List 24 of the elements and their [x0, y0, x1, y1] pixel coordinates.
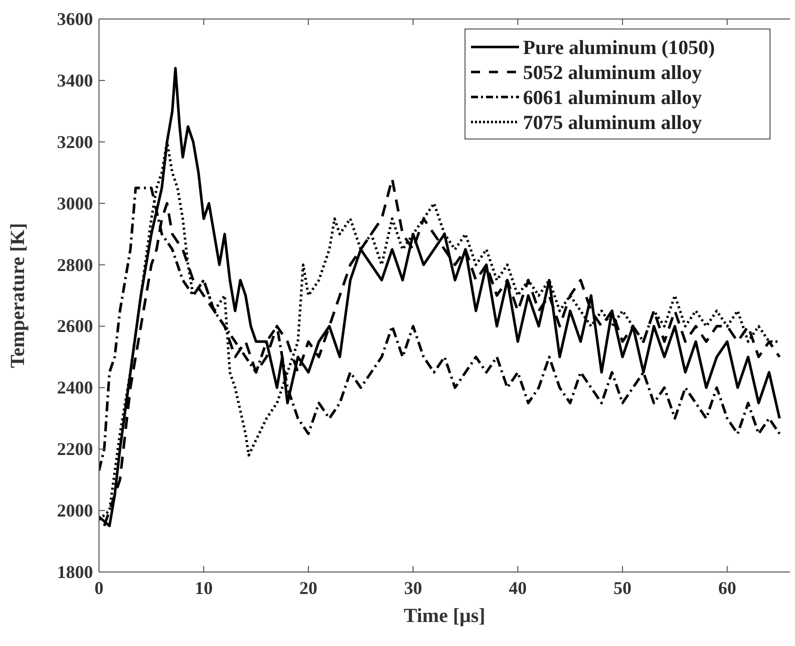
- y-tick-label: 2600: [57, 316, 93, 336]
- x-tick-label: 50: [614, 578, 632, 598]
- legend-label: 5052 aluminum alloy: [523, 62, 702, 84]
- y-tick-label: 2800: [57, 254, 93, 275]
- line-series: [99, 66, 781, 528]
- y-tick-label: 3000: [57, 193, 93, 214]
- x-tick-label: 30: [404, 578, 422, 598]
- x-tick-label: 0: [94, 578, 104, 598]
- y-tick-label: 2200: [57, 439, 93, 460]
- x-tick-label: 20: [299, 578, 318, 598]
- y-axis-title: Temperature [K]: [7, 223, 29, 368]
- y-tick-label: 3600: [57, 9, 93, 29]
- y-tick-label: 1800: [57, 562, 93, 582]
- x-axis-title: Time [μs]: [404, 605, 486, 627]
- legend-label: Pure aluminum (1050): [523, 37, 715, 59]
- legend-label: 7075 aluminum alloy: [523, 112, 702, 134]
- x-tick-label: 10: [194, 578, 213, 598]
- x-tick-label: 60: [718, 578, 736, 598]
- y-tick-label: 2000: [57, 500, 93, 521]
- y-tick-label: 3400: [57, 70, 93, 90]
- y-tick-label: 2400: [57, 378, 93, 398]
- x-tick-label: 40: [508, 578, 527, 598]
- legend-label: 6061 aluminum alloy: [523, 87, 702, 109]
- y-tick-label: 3200: [57, 132, 93, 152]
